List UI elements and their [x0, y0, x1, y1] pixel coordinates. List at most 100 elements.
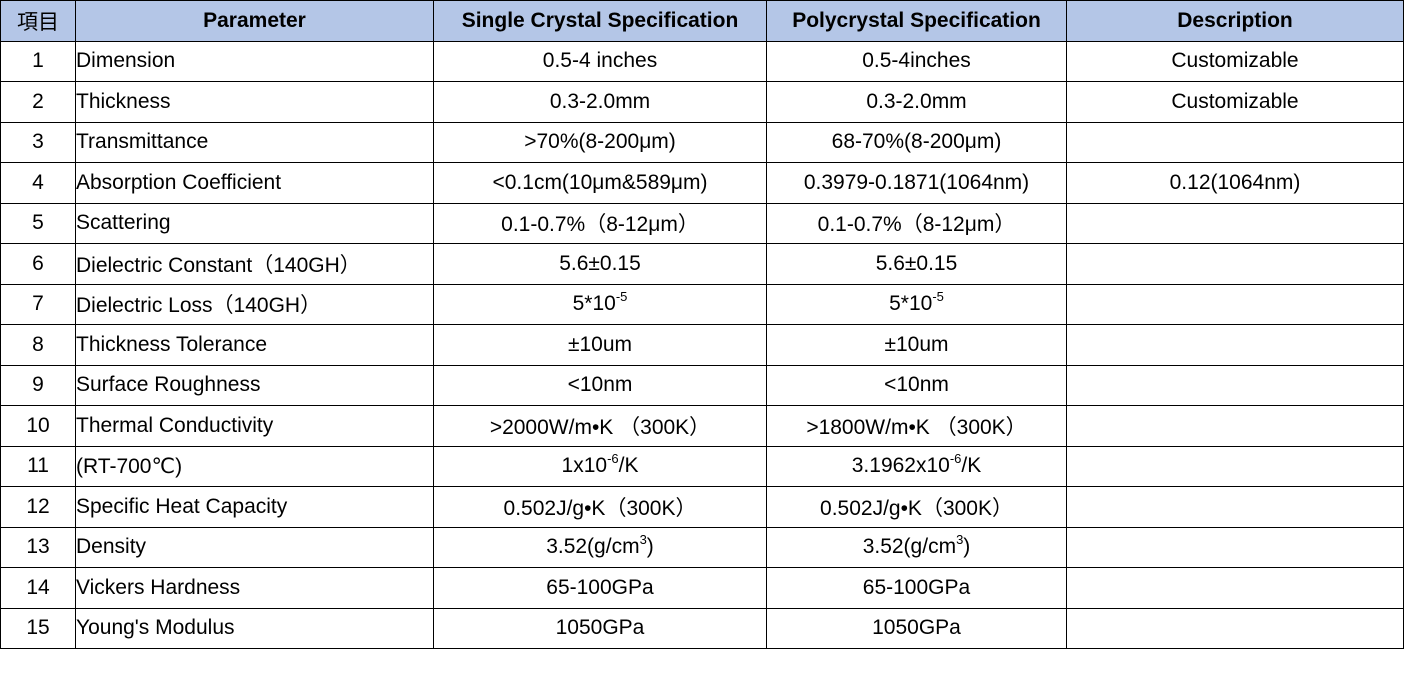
row-single: 5*10-5	[433, 283, 767, 325]
row-single: 0.502J/g•K（300K）	[433, 486, 767, 528]
row-index: 12	[0, 486, 76, 528]
row-index: 14	[0, 567, 76, 609]
table-row: 11 (RT-700℃) 1x10-6/K 3.1962x10-6/K	[0, 445, 1404, 487]
row-poly: <10nm	[766, 364, 1067, 406]
row-index: 9	[0, 364, 76, 406]
row-single: 0.3-2.0mm	[433, 81, 767, 123]
table-row: 9 Surface Roughness <10nm <10nm	[0, 364, 1404, 406]
table-row: 15 Young's Modulus 1050GPa 1050GPa	[0, 607, 1404, 649]
header-index: 項目	[0, 0, 76, 42]
value-tail: )	[963, 535, 971, 559]
row-poly: 0.3979-0.1871(1064nm)	[766, 162, 1067, 204]
row-index: 8	[0, 324, 76, 366]
row-parameter: Vickers Hardness	[75, 567, 434, 609]
row-description	[1066, 202, 1404, 244]
row-single: 0.5-4 inches	[433, 40, 767, 82]
header-parameter: Parameter	[75, 0, 434, 42]
row-poly: 0.1-0.7%（8-12μm）	[766, 202, 1067, 244]
row-single: 5.6±0.15	[433, 243, 767, 285]
row-parameter: Dimension	[75, 40, 434, 82]
row-parameter: Absorption Coefficient	[75, 162, 434, 204]
value-tail: /K	[961, 454, 982, 478]
row-poly: 0.502J/g•K（300K）	[766, 486, 1067, 528]
value-base: 3.52(g/cm	[546, 535, 640, 559]
row-index: 3	[0, 121, 76, 163]
header-single-crystal: Single Crystal Specification	[433, 0, 767, 42]
value-exponent: 3	[639, 532, 647, 548]
row-parameter: Dielectric Constant（140GH）	[75, 243, 434, 285]
row-single: <0.1cm(10μm&589μm)	[433, 162, 767, 204]
row-poly: >1800W/m•K （300K）	[766, 405, 1067, 447]
table-row: 3 Transmittance >70%(8-200μm) 68-70%(8-2…	[0, 121, 1404, 163]
table-row: 6 Dielectric Constant（140GH） 5.6±0.15 5.…	[0, 243, 1404, 285]
row-description: Customizable	[1066, 40, 1404, 82]
value-base: 3.52(g/cm	[862, 535, 957, 559]
table-row: 1 Dimension 0.5-4 inches 0.5-4inches Cus…	[0, 40, 1404, 82]
row-index: 1	[0, 40, 76, 82]
row-single: 65-100GPa	[433, 567, 767, 609]
row-description	[1066, 121, 1404, 163]
row-poly: 3.52(g/cm3)	[766, 526, 1067, 568]
table-row: 2 Thickness 0.3-2.0mm 0.3-2.0mm Customiz…	[0, 81, 1404, 123]
row-parameter: Specific Heat Capacity	[75, 486, 434, 528]
spec-table: 項目 Parameter Single Crystal Specificatio…	[0, 0, 1404, 649]
value-tail: )	[646, 535, 654, 559]
table-row: 14 Vickers Hardness 65-100GPa 65-100GPa	[0, 567, 1404, 609]
row-description	[1066, 445, 1404, 487]
row-description: 0.12(1064nm)	[1066, 162, 1404, 204]
row-index: 13	[0, 526, 76, 568]
row-description	[1066, 283, 1404, 325]
row-index: 6	[0, 243, 76, 285]
row-single: 1x10-6/K	[433, 445, 767, 487]
row-index: 11	[0, 445, 76, 487]
row-parameter: Thermal Conductivity	[75, 405, 434, 447]
row-description	[1066, 486, 1404, 528]
table-row: 7 Dielectric Loss（140GH） 5*10-5 5*10-5	[0, 283, 1404, 325]
value-base: 5*10	[889, 292, 933, 316]
row-poly: 0.5-4inches	[766, 40, 1067, 82]
value-exponent: -6	[949, 451, 962, 467]
row-poly: 65-100GPa	[766, 567, 1067, 609]
row-index: 10	[0, 405, 76, 447]
row-parameter: Scattering	[75, 202, 434, 244]
value-exponent: -5	[932, 289, 944, 305]
row-parameter: Dielectric Loss（140GH）	[75, 283, 434, 325]
row-description	[1066, 324, 1404, 366]
row-description: Customizable	[1066, 81, 1404, 123]
row-index: 15	[0, 607, 76, 649]
row-single: 3.52(g/cm3)	[433, 526, 767, 568]
table-row: 5 Scattering 0.1-0.7%（8-12μm） 0.1-0.7%（8…	[0, 202, 1404, 244]
row-description	[1066, 243, 1404, 285]
row-single: <10nm	[433, 364, 767, 406]
header-row: 項目 Parameter Single Crystal Specificatio…	[0, 0, 1404, 42]
value-base: 3.1962x10	[851, 454, 950, 478]
row-single: >2000W/m•K （300K）	[433, 405, 767, 447]
header-description: Description	[1066, 0, 1404, 42]
row-index: 5	[0, 202, 76, 244]
value-base: 1x10	[561, 454, 608, 478]
row-single: ±10um	[433, 324, 767, 366]
row-poly: 68-70%(8-200μm)	[766, 121, 1067, 163]
row-single: 0.1-0.7%（8-12μm）	[433, 202, 767, 244]
row-parameter: Thickness	[75, 81, 434, 123]
row-index: 2	[0, 81, 76, 123]
row-poly: ±10um	[766, 324, 1067, 366]
row-poly: 3.1962x10-6/K	[766, 445, 1067, 487]
table-row: 13 Density 3.52(g/cm3) 3.52(g/cm3)	[0, 526, 1404, 568]
row-parameter: Young's Modulus	[75, 607, 434, 649]
row-poly: 0.3-2.0mm	[766, 81, 1067, 123]
row-single: 1050GPa	[433, 607, 767, 649]
value-exponent: -6	[607, 451, 619, 467]
row-parameter: (RT-700℃)	[75, 445, 434, 487]
value-exponent: -5	[615, 289, 628, 305]
row-description	[1066, 364, 1404, 406]
row-single: >70%(8-200μm)	[433, 121, 767, 163]
table-row: 8 Thickness Tolerance ±10um ±10um	[0, 324, 1404, 366]
row-index: 7	[0, 283, 76, 325]
row-description	[1066, 526, 1404, 568]
row-description	[1066, 567, 1404, 609]
row-parameter: Surface Roughness	[75, 364, 434, 406]
table-row: 12 Specific Heat Capacity 0.502J/g•K（300…	[0, 486, 1404, 528]
header-polycrystal: Polycrystal Specification	[766, 0, 1067, 42]
value-exponent: 3	[956, 532, 964, 548]
